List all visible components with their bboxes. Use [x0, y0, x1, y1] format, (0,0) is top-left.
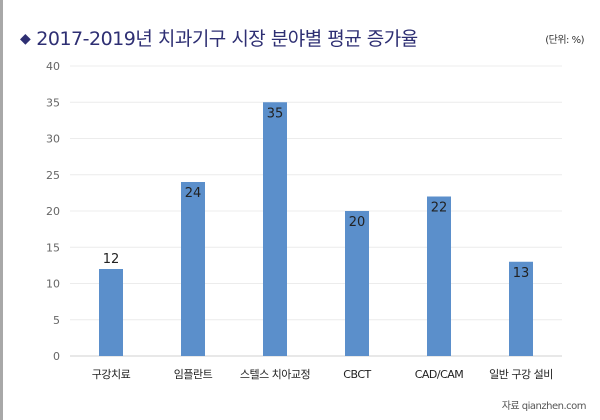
x-tick-label: CAD/CAM [415, 368, 464, 381]
y-tick-label: 15 [46, 241, 60, 254]
bar [427, 196, 451, 356]
data-label: 20 [349, 215, 366, 230]
y-tick-label: 25 [46, 169, 60, 182]
y-tick-label: 30 [46, 133, 60, 146]
bar [509, 261, 533, 356]
chart-title: ◆ 2017-2019년 치과기구 시장 분야별 평균 증가율 [20, 24, 418, 51]
y-tick-label: 20 [46, 205, 60, 218]
chart-title-text: 2017-2019년 치과기구 시장 분야별 평균 증가율 [36, 28, 418, 50]
bar [99, 269, 123, 356]
data-label: 22 [431, 201, 448, 216]
x-tick-label: 구강치료 [92, 368, 131, 381]
bar [181, 182, 205, 356]
diamond-bullet-icon: ◆ [20, 31, 31, 47]
data-label: 35 [267, 106, 284, 121]
x-tick-label: CBCT [343, 368, 371, 381]
x-tick-label: 임플란트 [174, 368, 213, 381]
y-tick-label: 5 [53, 314, 60, 327]
source-label: 자료 qianzhen.com [501, 401, 587, 412]
y-tick-label: 10 [46, 278, 60, 291]
y-tick-label: 40 [46, 60, 60, 73]
y-tick-label: 0 [53, 350, 60, 363]
data-label: 12 [103, 252, 120, 267]
left-border [0, 0, 3, 420]
bar [345, 211, 369, 356]
data-label: 24 [185, 186, 202, 201]
x-tick-label: 일반 구강 설비 [489, 367, 553, 381]
data-label: 13 [513, 266, 530, 281]
y-tick-label: 35 [46, 96, 60, 109]
unit-label: (단위: %) [545, 35, 584, 46]
x-tick-label: 스텔스 치아교정 [240, 368, 310, 381]
bar [263, 102, 287, 356]
